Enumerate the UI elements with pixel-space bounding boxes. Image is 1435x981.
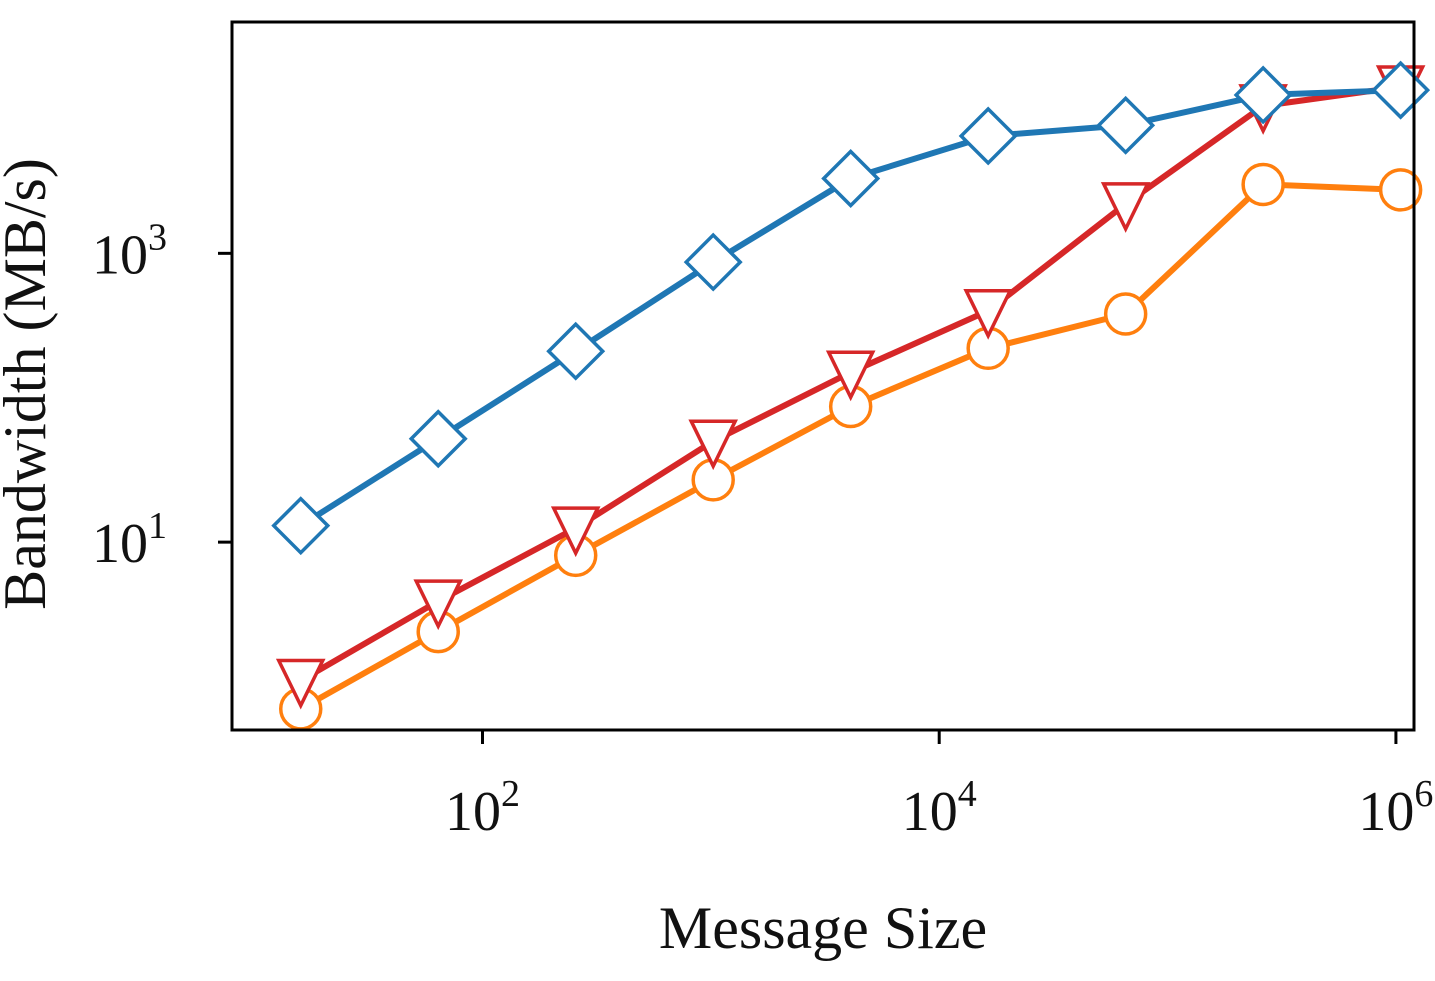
data-point-circle: [1241, 162, 1285, 207]
plot-frame: [230, 20, 1416, 732]
data-point-diamond: [683, 232, 743, 292]
data-point-diamond: [1233, 65, 1293, 125]
data-point-diamond: [271, 496, 331, 556]
series-line: [299, 181, 1401, 712]
x-tick-label: 102: [445, 773, 520, 843]
y-tick-label: 101: [92, 505, 167, 575]
data-point-triangle: [963, 289, 1013, 340]
data-point-triangle: [688, 419, 739, 471]
x-axis-label: Message Size: [659, 895, 987, 961]
data-point-diamond: [408, 409, 468, 469]
data-point-circle: [1378, 168, 1423, 212]
series-diamond: [271, 60, 1431, 556]
x-tick-label: 106: [1358, 773, 1433, 843]
data-point-triangle: [275, 658, 326, 710]
plot-marks: [271, 60, 1431, 731]
data-point-diamond: [1096, 95, 1156, 155]
data-point-diamond: [821, 148, 881, 208]
y-tick-label: 103: [92, 216, 167, 286]
data-point-diamond: [958, 106, 1018, 166]
data-point-triangle: [413, 579, 464, 631]
data-point-circle: [1103, 292, 1148, 336]
data-point-triangle: [1100, 182, 1151, 233]
x-tick-label: 104: [902, 773, 977, 843]
axis-ticks: 102 104 106 101 103: [92, 216, 1433, 843]
data-point-diamond: [546, 321, 606, 381]
data-point-triangle: [825, 350, 876, 402]
data-point-triangle: [550, 506, 601, 558]
y-axis-label: Bandwidth (MB/s): [0, 158, 58, 610]
